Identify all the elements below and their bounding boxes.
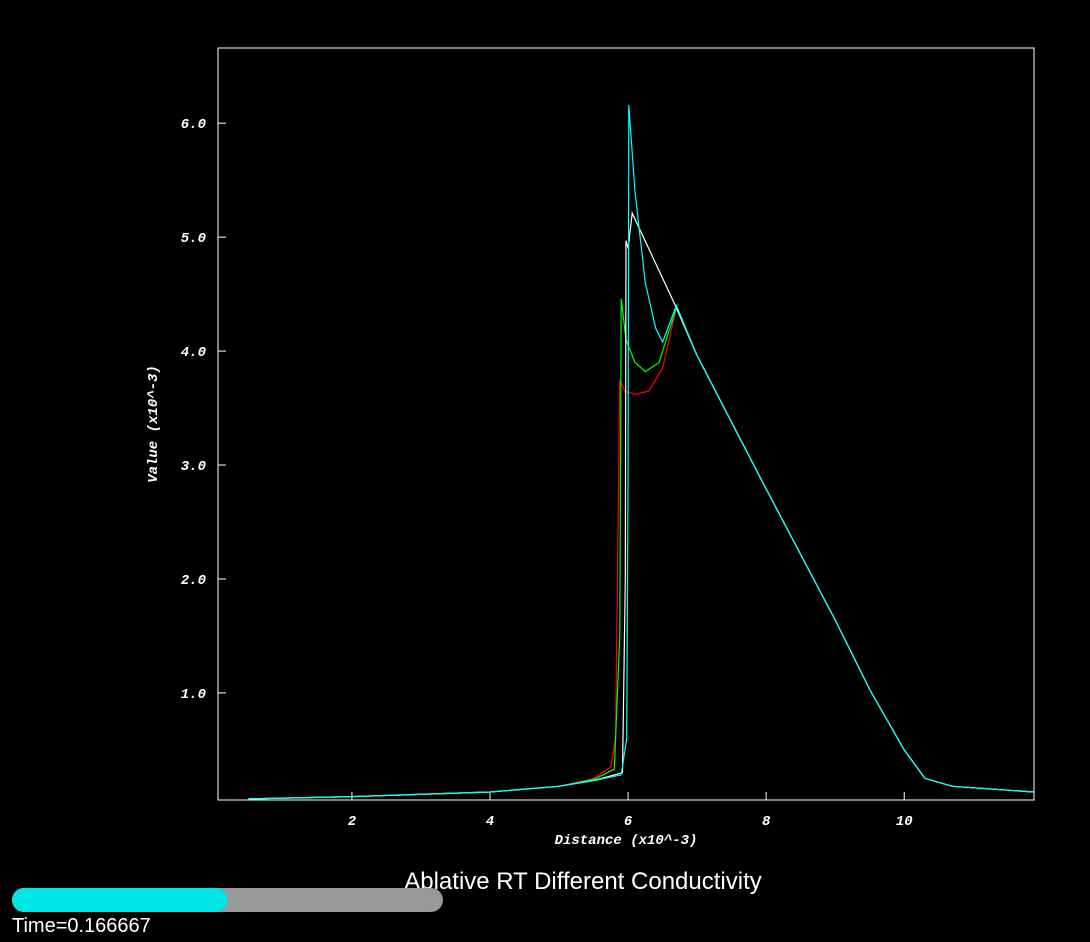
chart-title: Ablative RT Different Conductivity (404, 868, 762, 895)
x-tick-label: 8 (762, 814, 771, 830)
y-tick-label: 2.0 (181, 573, 206, 589)
series-line (248, 104, 1035, 800)
y-tick-label: 3.0 (181, 459, 206, 475)
series-line (248, 305, 1035, 800)
y-tick-label: 5.0 (181, 231, 206, 247)
x-tick-label: 2 (348, 814, 357, 830)
series-line (248, 298, 1035, 800)
y-tick-label: 4.0 (181, 345, 206, 361)
y-tick-label: 6.0 (181, 117, 206, 133)
plot-frame (217, 47, 1035, 801)
x-tick-label: 10 (896, 814, 913, 830)
series-line (248, 211, 1035, 800)
y-tick-label: 1.0 (181, 687, 206, 703)
time-slider-progress (12, 888, 228, 912)
x-tick-label: 4 (486, 814, 494, 830)
x-tick-label: 6 (624, 814, 633, 830)
time-label: Time=0.166667 (12, 915, 151, 937)
y-axis-label: Value (x10^-3) (146, 365, 162, 483)
x-axis-label: Distance (x10^-3) (555, 833, 698, 849)
